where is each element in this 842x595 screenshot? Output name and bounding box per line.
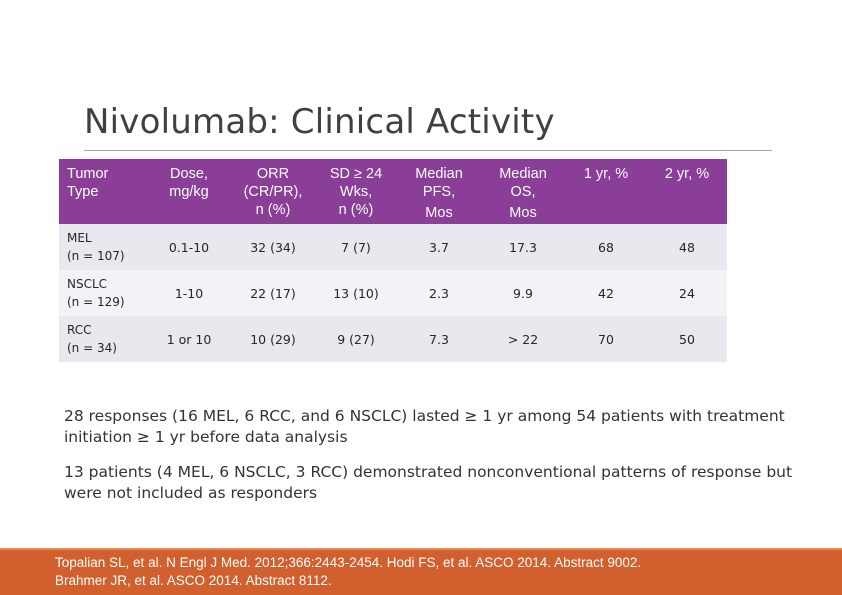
os-cell: > 22 (481, 316, 565, 362)
table-row: RCC (n = 34) 1 or 10 10 (29) 9 (27) 7.3 >… (59, 316, 727, 362)
header-dose: Dose, mg/kg (147, 159, 231, 224)
summary-text: 28 responses (16 MEL, 6 RCC, and 6 NSCLC… (64, 406, 794, 518)
table-row: NSCLC (n = 129) 1-10 22 (17) 13 (10) 2.3 … (59, 270, 727, 316)
citation: Topalian SL, et al. N Engl J Med. 2012;3… (55, 554, 815, 590)
sd-cell: 7 (7) (315, 224, 397, 270)
tumor-type-cell: NSCLC (n = 129) (59, 270, 147, 316)
footer-bar (0, 548, 842, 595)
header-1yr: 1 yr, % (565, 159, 647, 224)
citation-line-2: Brahmer JR, et al. ASCO 2014. Abstract 8… (55, 573, 332, 588)
header-sd: SD ≥ 24 Wks, n (%) (315, 159, 397, 224)
orr-cell: 32 (34) (231, 224, 315, 270)
summary-point-nonconventional: 13 patients (4 MEL, 6 NSCLC, 3 RCC) demo… (64, 463, 793, 502)
pfs-cell: 2.3 (397, 270, 481, 316)
header-2yr: 2 yr, % (647, 159, 727, 224)
yr1-cell: 70 (565, 316, 647, 362)
header-median-pfs: Median PFS, Mos (397, 159, 481, 224)
os-cell: 9.9 (481, 270, 565, 316)
tumor-type-cell: RCC (n = 34) (59, 316, 147, 362)
clinical-activity-table: Tumor Type Dose, mg/kg ORR (CR/PR), n (%) SD… (59, 159, 727, 362)
citation-line-1: Topalian SL, et al. N Engl J Med. 2012;3… (55, 555, 642, 570)
table-header-row: Tumor Type Dose, mg/kg ORR (CR/PR), n (%) SD… (59, 159, 727, 224)
orr-cell: 22 (17) (231, 270, 315, 316)
slide-title: Nivolumab: Clinical Activity (84, 102, 555, 142)
tumor-type-cell: MEL (n = 107) (59, 224, 147, 270)
sd-cell: 9 (27) (315, 316, 397, 362)
dose-cell: 0.1-10 (147, 224, 231, 270)
yr2-cell: 48 (647, 224, 727, 270)
header-median-os: Median OS, Mos (481, 159, 565, 224)
title-divider (84, 150, 772, 151)
yr2-cell: 50 (647, 316, 727, 362)
yr2-cell: 24 (647, 270, 727, 316)
dose-cell: 1-10 (147, 270, 231, 316)
os-cell: 17.3 (481, 224, 565, 270)
yr1-cell: 68 (565, 224, 647, 270)
pfs-cell: 3.7 (397, 224, 481, 270)
dose-cell: 1 or 10 (147, 316, 231, 362)
header-tumor-type: Tumor Type (59, 159, 147, 224)
orr-cell: 10 (29) (231, 316, 315, 362)
footer-accent-line (0, 548, 842, 550)
table-row: MEL (n = 107) 0.1-10 32 (34) 7 (7) 3.7 17… (59, 224, 727, 270)
sd-cell: 13 (10) (315, 270, 397, 316)
header-orr: ORR (CR/PR), n (%) (231, 159, 315, 224)
pfs-cell: 7.3 (397, 316, 481, 362)
yr1-cell: 42 (565, 270, 647, 316)
summary-point-responses: 28 responses (16 MEL, 6 RCC, and 6 NSCLC… (64, 407, 785, 446)
